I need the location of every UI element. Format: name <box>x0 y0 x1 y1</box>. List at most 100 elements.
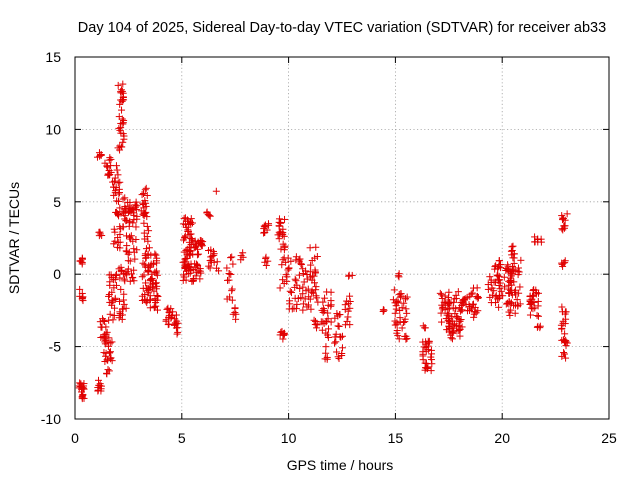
data-point <box>119 195 127 203</box>
data-point <box>185 220 193 228</box>
data-point <box>448 313 456 321</box>
data-point <box>290 304 298 312</box>
data-point <box>345 271 353 279</box>
data-point <box>495 303 503 311</box>
data-point <box>453 322 461 330</box>
data-point <box>105 316 113 324</box>
data-point <box>390 286 398 294</box>
data-point <box>141 186 149 194</box>
data-point <box>459 296 467 304</box>
data-point <box>529 305 537 313</box>
data-point <box>122 232 130 240</box>
data-point <box>114 243 122 251</box>
data-point <box>119 96 127 104</box>
x-tick-labels: 0 5 10 15 20 25 <box>71 430 617 446</box>
data-point <box>536 322 544 330</box>
data-point <box>285 264 293 272</box>
data-point <box>120 300 128 308</box>
data-point <box>187 215 195 223</box>
data-point <box>321 294 329 302</box>
y-axis-label: SDTVAR / TECUs <box>6 182 22 294</box>
data-point <box>174 328 182 336</box>
data-point <box>140 219 148 227</box>
data-point <box>454 288 462 296</box>
data-point <box>279 276 287 284</box>
data-point <box>324 333 332 341</box>
data-point <box>118 106 126 114</box>
data-point <box>398 304 406 312</box>
data-point <box>424 337 432 345</box>
data-point <box>421 359 429 367</box>
data-point <box>144 267 152 275</box>
data-point <box>515 289 523 297</box>
data-point <box>151 250 159 258</box>
data-point <box>333 310 341 318</box>
data-point <box>204 211 212 219</box>
data-point <box>104 170 112 178</box>
data-point <box>142 184 150 192</box>
data-point <box>484 285 492 293</box>
data-point <box>192 272 200 280</box>
data-point <box>334 322 342 330</box>
data-point <box>166 309 174 317</box>
data-point <box>106 355 114 363</box>
data-point <box>532 286 540 294</box>
data-point <box>534 312 542 320</box>
data-point <box>312 269 320 277</box>
data-point <box>280 254 288 262</box>
data-point <box>450 298 458 306</box>
data-point <box>452 291 460 299</box>
data-point <box>139 190 147 198</box>
data-point <box>105 334 113 342</box>
data-point <box>452 305 460 313</box>
data-point <box>151 295 159 303</box>
data-point <box>446 325 454 333</box>
data-point <box>424 363 432 371</box>
data-point <box>196 267 204 275</box>
data-point <box>398 324 406 332</box>
data-point <box>318 326 326 334</box>
data-point <box>338 350 346 358</box>
data-point <box>327 301 335 309</box>
data-point <box>504 261 512 269</box>
data-point <box>320 319 328 327</box>
data-point <box>527 304 535 312</box>
data-point <box>145 244 153 252</box>
data-point <box>119 80 127 88</box>
data-point <box>107 155 115 163</box>
data-point <box>496 285 504 293</box>
data-point <box>140 229 148 237</box>
data-point <box>345 272 353 280</box>
data-point <box>93 153 101 161</box>
data-point <box>127 235 135 243</box>
data-point <box>170 321 178 329</box>
data-point <box>324 309 332 317</box>
data-point <box>393 297 401 305</box>
data-point <box>533 312 541 320</box>
data-point <box>225 270 233 278</box>
data-point <box>293 300 301 308</box>
data-point <box>448 328 456 336</box>
data-point <box>308 276 316 284</box>
data-point <box>438 291 446 299</box>
data-point <box>106 278 114 286</box>
data-point <box>107 168 115 176</box>
data-point <box>323 288 331 296</box>
data-point <box>496 261 504 269</box>
data-point <box>534 302 542 310</box>
data-point <box>138 273 146 281</box>
data-point <box>296 255 304 263</box>
data-point <box>126 257 134 265</box>
x-tick-label: 0 <box>71 430 79 446</box>
data-point <box>421 366 429 374</box>
data-point <box>207 253 215 261</box>
data-point <box>467 305 475 313</box>
data-point <box>474 294 482 302</box>
data-point <box>308 287 316 295</box>
data-point <box>260 229 268 237</box>
data-point <box>562 354 570 362</box>
data-point <box>449 327 457 335</box>
data-point <box>286 300 294 308</box>
data-point <box>118 305 126 313</box>
